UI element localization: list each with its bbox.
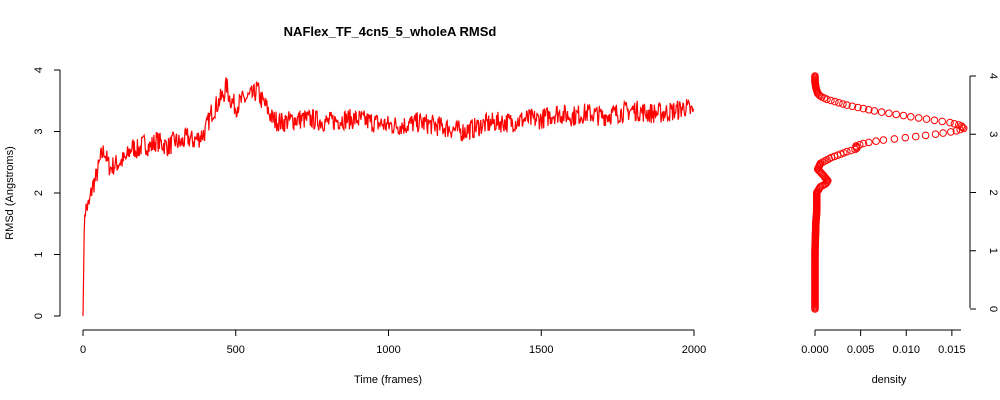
density-point (872, 137, 880, 145)
density-point (839, 100, 847, 108)
density-x-tick-label: 0.005 (847, 344, 875, 356)
density-point (865, 138, 873, 147)
density-x-axis-label: density (872, 374, 907, 386)
density-point (955, 121, 963, 129)
density-point (956, 125, 964, 134)
main-plot: 0 500 1000 1500 2000 0 1 2 3 4 Time (frames) RMS… (4, 67, 706, 386)
density-y-tick-label: 2 (987, 189, 999, 195)
x-tick-label: 500 (227, 344, 245, 356)
density-y-tick-label: 4 (987, 73, 999, 79)
y-ticks: 0 1 2 3 4 (33, 67, 60, 319)
density-plot: 0.000 0.005 0.010 0.015 0 1 2 3 4 density (801, 72, 999, 386)
density-point (859, 139, 868, 148)
density-point (921, 131, 930, 140)
density-point (831, 97, 839, 106)
density-point (947, 128, 955, 136)
density-point (946, 118, 954, 127)
density-point (811, 72, 819, 80)
x-tick-label: 0 (80, 344, 86, 356)
density-point (870, 107, 879, 115)
density-point (823, 178, 831, 186)
density-point (827, 96, 835, 105)
x-tick-label: 1000 (376, 344, 400, 356)
x-ticks: 0 500 1000 1500 2000 (80, 330, 706, 356)
density-point (911, 132, 920, 141)
x-tick-label: 1500 (529, 344, 553, 356)
y-tick-label: 0 (33, 313, 45, 319)
density-point (890, 135, 899, 143)
density-point (958, 123, 967, 132)
density-point (885, 109, 893, 118)
density-point (852, 142, 860, 150)
density-point (938, 117, 947, 126)
density-y-tick-label: 3 (987, 131, 999, 137)
density-points (811, 72, 968, 313)
density-point (931, 130, 940, 138)
density-point (879, 136, 888, 144)
y-tick-label: 1 (33, 251, 45, 257)
density-point (843, 101, 851, 109)
density-point (914, 114, 923, 122)
density-point (855, 140, 864, 149)
density-point (848, 102, 857, 111)
y-tick-label: 4 (33, 67, 45, 73)
density-x-tick-label: 0.010 (892, 344, 920, 356)
density-point (892, 110, 901, 119)
density-x-ticks: 0.000 0.005 0.010 0.015 (801, 330, 966, 356)
density-point (922, 115, 931, 123)
density-x-tick-label: 0.000 (801, 344, 829, 356)
density-point (901, 133, 910, 142)
y-tick-label: 2 (33, 190, 45, 196)
density-point (854, 103, 862, 112)
rmsd-series-line (82, 77, 695, 317)
density-point (899, 111, 908, 120)
density-y-ticks: 0 1 2 3 4 (970, 73, 999, 312)
density-point (859, 104, 868, 113)
y-tick-label: 3 (33, 128, 45, 134)
density-point (835, 99, 843, 107)
density-point (939, 129, 947, 137)
density-point (930, 116, 939, 125)
x-axis-label: Time (frames) (354, 374, 422, 386)
density-point (877, 108, 886, 116)
density-x-tick-label: 0.015 (938, 344, 966, 356)
density-point (959, 124, 968, 133)
density-point (865, 106, 873, 114)
density-point (843, 147, 851, 156)
chart-title: NAFlex_TF_4cn5_5_wholeA RMSd (284, 24, 497, 39)
x-tick-label: 2000 (682, 344, 706, 356)
density-point (950, 120, 959, 128)
density-point (907, 113, 915, 121)
density-y-tick-label: 1 (987, 248, 999, 254)
density-y-tick-label: 0 (987, 306, 999, 312)
y-axis-label: RMSd (Angstroms) (4, 146, 16, 240)
